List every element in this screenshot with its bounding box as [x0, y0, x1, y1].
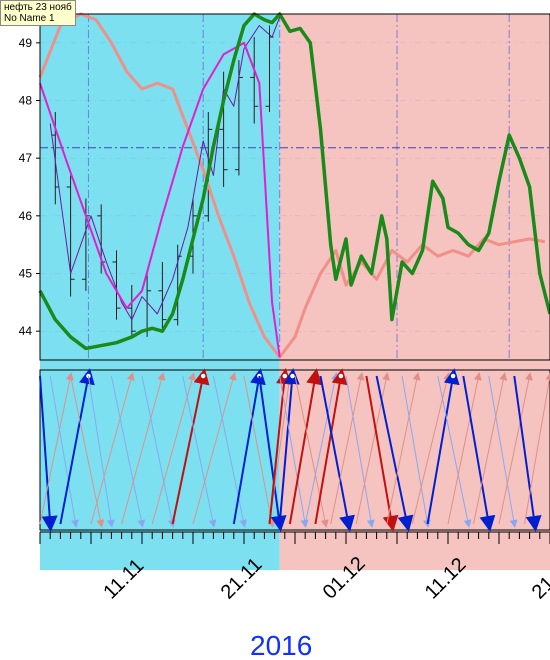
chart-canvas: 44454647484911.1121.1101.1211.1221.12 — [0, 0, 550, 660]
svg-text:45: 45 — [19, 267, 33, 281]
legend-line-0: нефть 23 нояб — [4, 2, 72, 13]
legend-line-1: No Name 1 — [4, 13, 72, 24]
svg-text:44: 44 — [19, 324, 33, 338]
svg-text:48: 48 — [19, 94, 33, 108]
svg-text:47: 47 — [19, 151, 33, 165]
year-label: 2016 — [250, 630, 312, 660]
svg-text:46: 46 — [19, 209, 33, 223]
legend-box: нефть 23 нояб No Name 1 — [0, 0, 76, 26]
svg-text:49: 49 — [19, 36, 33, 50]
